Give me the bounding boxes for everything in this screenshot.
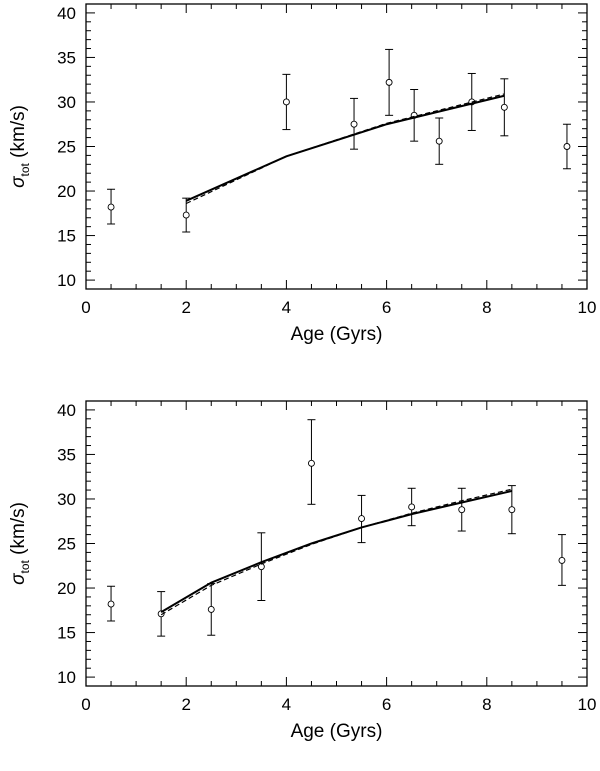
bottom-x-tick-label: 2 bbox=[181, 695, 190, 714]
top-data-point bbox=[563, 143, 571, 150]
top-data-point bbox=[385, 78, 393, 86]
top-data-point bbox=[350, 120, 358, 128]
top-model-curve-dashed bbox=[185, 93, 505, 205]
top-x-tick-label: 4 bbox=[282, 298, 291, 317]
top-plot-frame bbox=[85, 3, 588, 290]
bottom-data-point bbox=[408, 503, 416, 511]
bottom-data-point bbox=[508, 506, 516, 514]
bottom-model-curve-dashed bbox=[160, 488, 512, 616]
bottom-x-axis-title: Age (Gyrs) bbox=[291, 721, 383, 742]
top-x-tick-label: 2 bbox=[181, 298, 190, 317]
bottom-x-tick-label: 4 bbox=[282, 695, 291, 714]
top-y-axis-subscript: tot bbox=[18, 162, 32, 176]
bottom-data-point bbox=[358, 515, 365, 523]
top-y-axis-title: σtot (km/s) bbox=[8, 105, 32, 188]
bottom-x-tick-label: 8 bbox=[482, 695, 491, 714]
top-y-tick-label: 35 bbox=[57, 48, 76, 67]
top-y-axis-unit: (km/s) bbox=[8, 105, 29, 163]
top-panel: 0 2 4 6 8 10 10 15 20 25 30 35 40 Age (Gyrs) σtot (km/… bbox=[8, 3, 597, 345]
top-y-tick-label: 10 bbox=[57, 271, 76, 290]
bottom-y-axis-title: σtot (km/s) bbox=[8, 502, 32, 585]
bottom-panel: 0 2 4 6 8 10 10 15 20 25 30 35 40 Age (Gyrs) σtot (km/… bbox=[8, 400, 597, 742]
top-x-axis-title: Age (Gyrs) bbox=[291, 324, 383, 345]
top-data-point bbox=[282, 98, 290, 106]
top-data-point bbox=[500, 103, 508, 111]
top-y-tick-label: 15 bbox=[57, 227, 76, 246]
bottom-y-tick-label: 15 bbox=[57, 624, 76, 643]
top-x-tick-label: 0 bbox=[81, 298, 90, 317]
bottom-y-tick-label: 40 bbox=[57, 401, 76, 420]
bottom-data-point bbox=[308, 459, 315, 467]
bottom-y-axis-subscript: tot bbox=[18, 559, 32, 573]
bottom-y-tick-label: 25 bbox=[57, 535, 76, 554]
bottom-data-point bbox=[107, 600, 115, 608]
top-y-tick-label: 20 bbox=[57, 182, 76, 201]
top-x-tick-label: 8 bbox=[482, 298, 491, 317]
bottom-x-tick-label: 6 bbox=[382, 695, 391, 714]
bottom-x-tick-label: 10 bbox=[578, 695, 597, 714]
bottom-y-axis-symbol: σ bbox=[8, 572, 29, 585]
bottom-x-tick-label: 0 bbox=[81, 695, 90, 714]
bottom-data-point bbox=[207, 605, 215, 613]
top-x-tick-label: 10 bbox=[578, 298, 597, 317]
bottom-data-point bbox=[458, 506, 466, 514]
bottom-y-tick-label: 30 bbox=[57, 490, 76, 509]
top-data-point bbox=[435, 137, 443, 145]
top-data-point bbox=[182, 211, 190, 219]
bottom-y-axis-unit: (km/s) bbox=[8, 502, 29, 560]
top-y-axis-symbol: σ bbox=[8, 175, 29, 188]
top-x-tick-label: 6 bbox=[382, 298, 391, 317]
bottom-data-point bbox=[558, 556, 566, 564]
bottom-plot-frame bbox=[85, 400, 588, 687]
top-y-tick-label: 25 bbox=[57, 138, 76, 157]
top-data-point bbox=[107, 203, 115, 211]
bottom-y-tick-label: 20 bbox=[57, 579, 76, 598]
bottom-y-tick-label: 35 bbox=[57, 445, 76, 464]
bottom-data-point bbox=[157, 610, 165, 618]
top-y-tick-label: 40 bbox=[57, 4, 76, 23]
bottom-y-tick-label: 10 bbox=[57, 668, 76, 687]
top-model-curve-solid bbox=[185, 94, 505, 202]
top-y-tick-label: 30 bbox=[57, 93, 76, 112]
